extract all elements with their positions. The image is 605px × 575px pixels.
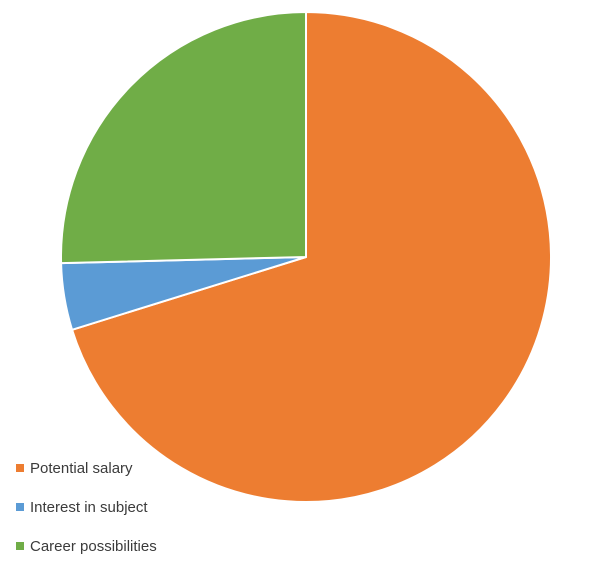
chart-legend: Potential salary Interest in subject Car… [16,458,157,575]
legend-swatch-potential-salary [16,464,24,472]
pie-chart [60,11,552,503]
legend-swatch-career-possibilities [16,542,24,550]
pie-slice-career-possibilities [60,11,307,265]
legend-label-potential-salary: Potential salary [30,459,133,477]
legend-item-career-possibilities: Career possibilities [16,536,157,556]
legend-label-interest-in-subject: Interest in subject [30,498,148,516]
pie-slices [60,11,552,503]
legend-swatch-interest-in-subject [16,503,24,511]
legend-item-potential-salary: Potential salary [16,458,157,478]
legend-item-interest-in-subject: Interest in subject [16,497,157,517]
legend-label-career-possibilities: Career possibilities [30,537,157,555]
pie-slice-potential-salary [71,11,552,503]
